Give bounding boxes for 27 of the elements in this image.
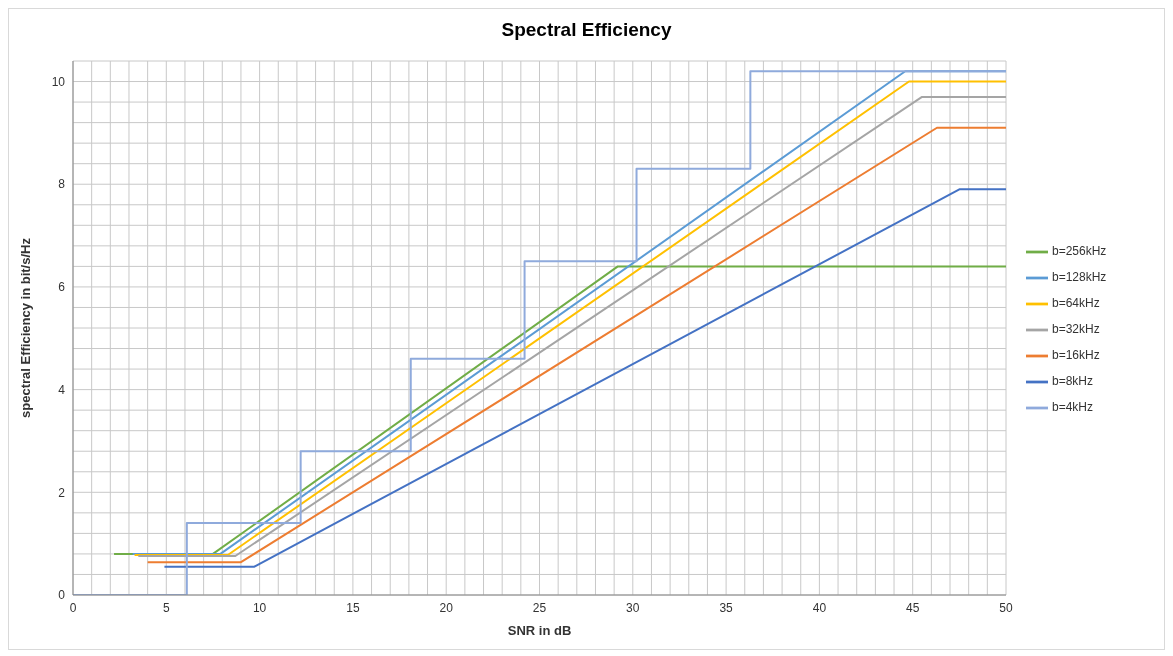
x-tick-label: 15 [346,600,360,615]
x-tick-label: 50 [999,600,1013,615]
x-tick-label: 30 [626,600,640,615]
y-tick-label: 6 [58,280,66,295]
x-tick-label: 25 [532,600,547,615]
x-tick-label: 35 [719,600,734,615]
x-tick-label: 0 [69,600,77,615]
y-tick-label: 4 [58,382,66,397]
x-tick-label: 20 [439,600,454,615]
legend-label: b=64kHz [1052,296,1100,310]
legend-label: b=8kHz [1052,374,1094,388]
x-axis-title: SNR in dB [507,623,572,638]
legend-label: b=256kHz [1052,244,1107,258]
legend-label: b=4kHz [1052,400,1094,414]
legend-label: b=128kHz [1052,270,1107,284]
y-tick-label: 0 [58,588,66,603]
x-tick-label: 5 [162,600,170,615]
x-tick-label: 40 [812,600,827,615]
x-tick-label: 45 [906,600,920,615]
legend-label: b=16kHz [1052,348,1100,362]
x-tick-label: 10 [252,600,267,615]
y-tick-label: 8 [58,177,66,192]
y-tick-label: 10 [51,74,66,89]
y-tick-label: 2 [58,485,66,500]
y-axis-title: spectral Efficiency in bit/s/Hz [17,237,33,418]
legend-label: b=32kHz [1052,322,1100,336]
chart-title: Spectral Efficiency [500,19,673,41]
